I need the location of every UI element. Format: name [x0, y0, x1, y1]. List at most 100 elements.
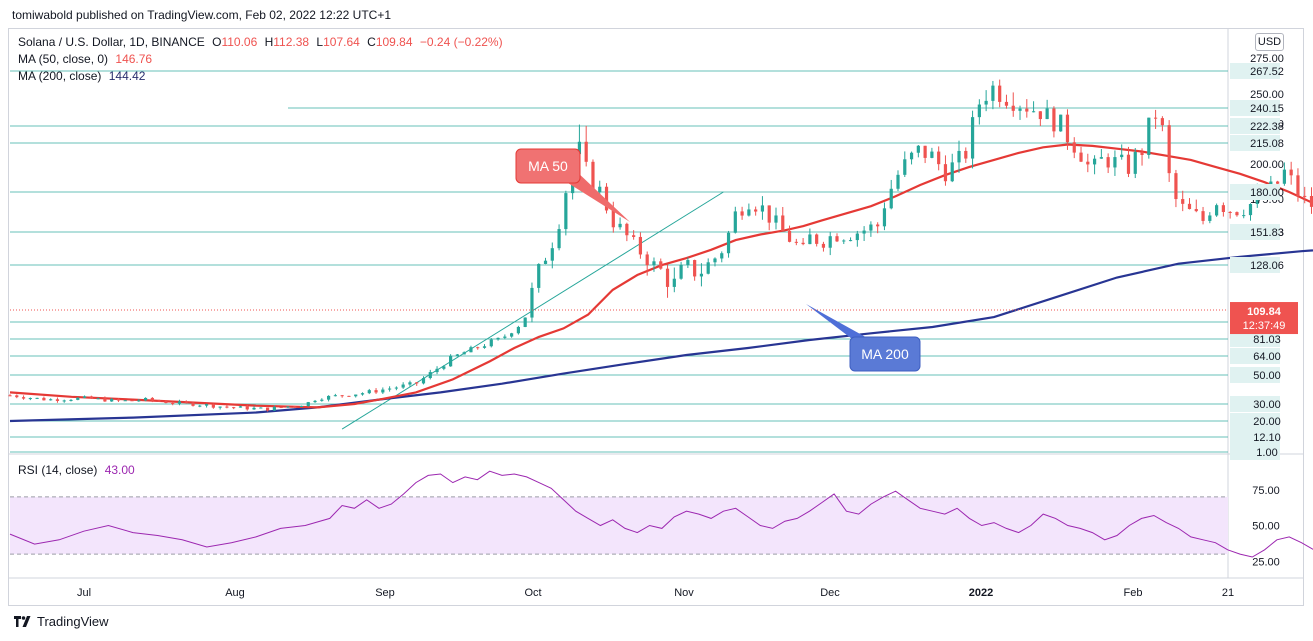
- candle-body: [815, 234, 819, 244]
- ma200-line: [9, 249, 1313, 423]
- candle-body: [1025, 108, 1029, 112]
- candle-body: [679, 264, 683, 279]
- candle-body: [1201, 211, 1205, 221]
- candle-body: [1228, 211, 1232, 213]
- rsi-tick-label: 75.00: [1252, 485, 1280, 497]
- candle-body: [564, 193, 568, 230]
- candle-body: [62, 400, 66, 402]
- candle-body: [238, 406, 243, 408]
- candle-body: [306, 402, 310, 406]
- tradingview-logo[interactable]: TradingView: [14, 614, 109, 629]
- candle-body: [299, 405, 304, 407]
- legend-rsi[interactable]: RSI (14, close) 43.00: [18, 463, 139, 477]
- candle-body: [69, 399, 73, 401]
- candle-body: [428, 372, 432, 379]
- tradingview-logo-icon: [14, 616, 31, 627]
- candle-body: [1004, 101, 1009, 106]
- level-label-box: [1230, 257, 1280, 273]
- legend-ma50[interactable]: MA (50, close, 0) 146.76: [18, 52, 156, 66]
- candle-body: [110, 398, 114, 402]
- candle-body: [767, 205, 771, 223]
- level-label: 240.15: [1250, 103, 1284, 115]
- candle-body: [1140, 151, 1144, 155]
- level-label: 151.83: [1250, 227, 1284, 239]
- candle-body: [496, 337, 500, 340]
- candle-body: [320, 399, 324, 401]
- candle-body: [577, 141, 582, 155]
- candle-body: [49, 399, 53, 401]
- candle-body: [625, 223, 629, 236]
- countdown-value: 12:37:49: [1243, 320, 1286, 332]
- candle-body: [1215, 205, 1219, 216]
- price-axis[interactable]: 275.00250.00225.00200.00175.00151.83267.…: [10, 53, 1298, 460]
- candle-body: [28, 398, 32, 400]
- candle-body: [1309, 195, 1313, 207]
- level-label-box: [1230, 184, 1280, 200]
- change-value: −0.24 (−0.22%): [419, 35, 503, 49]
- candle-body: [157, 400, 161, 402]
- currency-button[interactable]: USD: [1255, 33, 1284, 51]
- candle-body: [340, 395, 344, 397]
- ma200-callout-pointer: [806, 304, 880, 345]
- candle-body: [360, 393, 365, 395]
- brand-name: TradingView: [37, 614, 109, 629]
- annotations[interactable]: MA 50 MA 200: [515, 148, 921, 372]
- candle-body: [415, 382, 419, 384]
- candle-body: [957, 150, 961, 163]
- candle-body: [184, 401, 188, 403]
- candle-body: [821, 243, 826, 248]
- legend-ohlc[interactable]: Solana / U.S. Dollar, 1D, BINANCE O110.0…: [18, 35, 507, 49]
- rsi-line: [9, 470, 1313, 558]
- publisher-line: tomiwabold published on TradingView.com,…: [12, 8, 392, 22]
- level-label: 1.00: [1256, 447, 1277, 459]
- candle-body: [801, 242, 805, 245]
- high-value: 112.38: [273, 35, 310, 49]
- candle-body: [652, 261, 656, 266]
- time-axis[interactable]: Jul Aug Sep Oct Nov Dec 2022 Feb 21: [77, 587, 1234, 599]
- candle-body: [476, 347, 480, 349]
- candle-body: [516, 326, 520, 334]
- legend-ma200[interactable]: MA (200, close) 144.42: [18, 69, 149, 83]
- candle-body: [272, 407, 276, 411]
- candle-body: [150, 397, 154, 401]
- candle-body: [1160, 118, 1164, 126]
- low-value: 107.64: [323, 35, 360, 49]
- candle-body: [1079, 152, 1083, 162]
- candle-body: [401, 384, 405, 388]
- candle-body: [1072, 142, 1076, 153]
- candle-body: [313, 400, 317, 403]
- candle-body: [103, 398, 107, 402]
- time-tick-label: Jul: [77, 587, 91, 599]
- level-label: 64.00: [1253, 351, 1281, 363]
- candle-body: [923, 145, 927, 158]
- candle-body: [1086, 161, 1090, 165]
- candle-body: [659, 261, 663, 269]
- level-label-box: [1230, 396, 1280, 412]
- candle-body: [787, 230, 792, 242]
- ma200-callout-box: [849, 336, 921, 372]
- candle-body: [96, 398, 100, 400]
- candle-body: [1018, 108, 1022, 111]
- candle-body: [523, 317, 527, 327]
- candle-body: [618, 223, 622, 228]
- last-price-tag: [1230, 302, 1298, 335]
- candle-body: [1113, 157, 1117, 168]
- candle-body: [367, 390, 371, 394]
- candle-body: [998, 85, 1002, 102]
- candle-body: [943, 164, 948, 182]
- candle-body: [686, 260, 690, 265]
- candle-body: [1181, 199, 1185, 204]
- candle-body: [232, 407, 236, 409]
- high-label: H: [264, 35, 274, 49]
- candle-body: [55, 399, 60, 401]
- time-tick-label: Aug: [225, 587, 245, 599]
- candle-body: [543, 260, 548, 264]
- level-label-box: [1230, 444, 1280, 460]
- candle-body: [218, 406, 222, 408]
- ma50-callout-box: [515, 148, 581, 184]
- candle-body: [442, 366, 446, 369]
- candle-body: [252, 407, 256, 410]
- candle-body: [665, 268, 670, 287]
- candle-body: [381, 389, 385, 393]
